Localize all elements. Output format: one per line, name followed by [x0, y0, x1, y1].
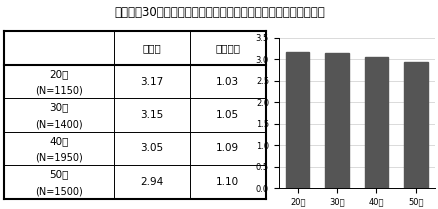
Text: 3.17: 3.17 — [140, 76, 163, 87]
Text: 1.10: 1.10 — [215, 177, 239, 187]
Text: (N=1950): (N=1950) — [35, 153, 83, 163]
Text: 40代: 40代 — [49, 136, 69, 146]
Text: 1.05: 1.05 — [215, 110, 239, 120]
Text: 平均値: 平均値 — [142, 43, 161, 53]
Bar — [325, 53, 348, 188]
Text: 20代: 20代 — [49, 69, 69, 79]
Bar — [364, 57, 387, 188]
Bar — [403, 62, 427, 188]
Bar — [285, 52, 309, 188]
Text: (N=1500): (N=1500) — [35, 186, 83, 196]
Text: 3.05: 3.05 — [140, 143, 163, 153]
Text: 標準偏差: 標準偏差 — [215, 43, 240, 53]
Text: 3.15: 3.15 — [140, 110, 163, 120]
Text: 1.03: 1.03 — [215, 76, 239, 87]
Text: 1.09: 1.09 — [215, 143, 239, 153]
Text: 図表４－30　年代別の職業やキャリアについて問題を感じる程度: 図表４－30 年代別の職業やキャリアについて問題を感じる程度 — [114, 6, 324, 19]
Text: 30代: 30代 — [49, 102, 69, 112]
Text: (N=1400): (N=1400) — [35, 119, 83, 129]
Text: (N=1150): (N=1150) — [35, 86, 83, 96]
Text: 50代: 50代 — [49, 169, 69, 179]
Text: 2.94: 2.94 — [140, 177, 163, 187]
